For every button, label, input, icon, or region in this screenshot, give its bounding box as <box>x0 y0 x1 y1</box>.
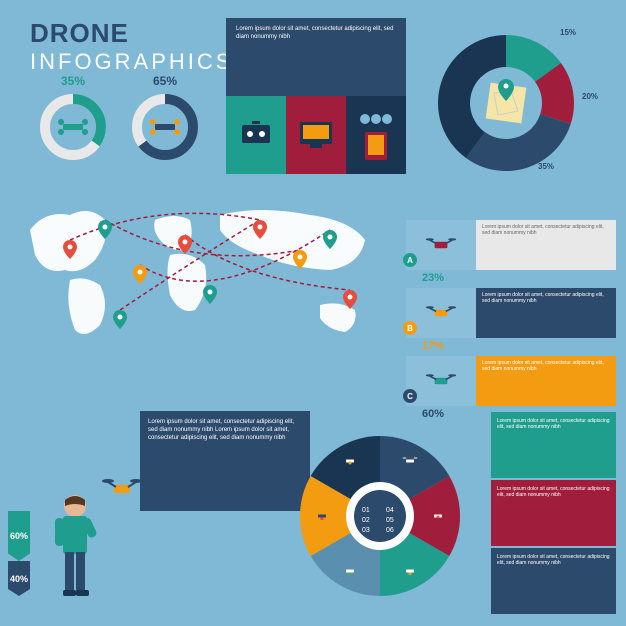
legend-a-text: Lorem ipsum dolor sit amet, consectetur … <box>476 220 616 270</box>
legend-a-badge: A <box>403 253 417 267</box>
svg-text:04: 04 <box>386 507 394 514</box>
top-pie-chart <box>426 18 616 188</box>
donut-65: 65% <box>130 92 200 167</box>
controls-icon <box>357 110 395 128</box>
legend-a-pct: 23% <box>422 272 616 284</box>
arrow-bar: 60% 40% <box>8 511 30 596</box>
svg-text:01: 01 <box>362 507 370 514</box>
legend-row-b: Lorem ipsum dolor sit amet, consectetur … <box>406 288 616 338</box>
tablet-icon <box>365 132 387 160</box>
top-box-crimson <box>286 96 346 174</box>
top-box-teal <box>226 96 286 174</box>
arrow-40: 40% <box>8 561 30 596</box>
main-title: DRONE INFOGRAPHICS <box>30 18 233 75</box>
svg-text:05: 05 <box>386 517 394 524</box>
infographic-root: DRONE INFOGRAPHICS 35% 65% Lorem ipsum d… <box>0 0 626 626</box>
svg-text:02: 02 <box>362 517 370 524</box>
svg-text:06: 06 <box>386 527 394 534</box>
title-line2: INFOGRAPHICS <box>30 49 233 75</box>
svg-text:03: 03 <box>362 527 370 534</box>
donut-35: 35% <box>38 92 108 167</box>
bottom-block-3: Lorem ipsum dolor sit amet, consectetur … <box>491 548 616 614</box>
top-text-block: Lorem ipsum dolor sit amet, consectetur … <box>226 18 406 96</box>
legend-bars: Lorem ipsum dolor sit amet, consectetur … <box>406 220 616 424</box>
legend-row-c: Lorem ipsum dolor sit amet, consectetur … <box>406 356 616 406</box>
pie-label-35: 35% <box>538 162 554 171</box>
legend-c-badge: C <box>403 389 417 403</box>
donut-65-label: 65% <box>153 74 177 88</box>
person-icon <box>45 492 115 602</box>
bottom-block-1: Lorem ipsum dolor sit amet, consectetur … <box>491 412 616 478</box>
monitor-icon <box>298 120 334 150</box>
legend-c-text: Lorem ipsum dolor sit amet, consectetur … <box>476 356 616 406</box>
bottom-block-2: Lorem ipsum dolor sit amet, consectetur … <box>491 480 616 546</box>
donut-35-label: 35% <box>61 74 85 88</box>
bottom-blocks: Lorem ipsum dolor sit amet, consectetur … <box>491 412 616 616</box>
title-line1: DRONE <box>30 18 233 49</box>
remote-icon <box>238 121 274 149</box>
big-pie-chart: 01 04 02 05 03 06 <box>280 416 480 616</box>
legend-b-text: Lorem ipsum dolor sit amet, consectetur … <box>476 288 616 338</box>
top-box-navy <box>346 96 406 174</box>
legend-b-pct: 17% <box>422 340 616 352</box>
arrow-60: 60% <box>8 511 30 561</box>
world-map <box>10 190 390 360</box>
legend-b-badge: B <box>403 321 417 335</box>
top-text-content: Lorem ipsum dolor sit amet, consectetur … <box>236 26 393 40</box>
flying-drone-icon <box>100 475 144 501</box>
pie-label-15: 15% <box>560 28 576 37</box>
pie-label-20: 20% <box>582 92 598 101</box>
legend-row-a: Lorem ipsum dolor sit amet, consectetur … <box>406 220 616 270</box>
